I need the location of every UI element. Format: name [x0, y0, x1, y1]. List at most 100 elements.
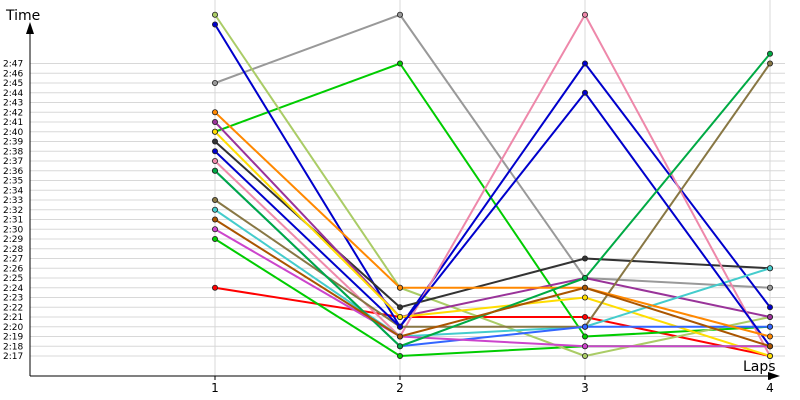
series-line — [214, 218, 771, 348]
data-point — [396, 323, 403, 330]
x-tick-label: 3 — [581, 381, 589, 395]
data-point — [396, 60, 403, 67]
y-tick-label: 2:22 — [3, 303, 23, 313]
series-line — [214, 13, 771, 357]
data-point — [767, 333, 774, 340]
data-point — [396, 284, 403, 291]
y-tick-label: 2:32 — [3, 206, 23, 216]
data-point — [767, 50, 774, 57]
data-point — [211, 206, 218, 213]
series-line — [214, 228, 770, 348]
y-tick-label: 2:28 — [3, 245, 23, 255]
y-tick-label: 2:37 — [3, 157, 23, 167]
x-tick-label: 1 — [211, 381, 219, 395]
y-tick-labels: 2:172:182:192:202:212:222:232:242:252:26… — [3, 60, 23, 363]
series-line — [214, 14, 771, 357]
data-point — [211, 80, 218, 87]
axes — [26, 22, 780, 380]
x-tick-label: 2 — [396, 381, 404, 395]
y-tick-label: 2:18 — [3, 342, 23, 352]
data-point — [396, 304, 403, 311]
data-point — [582, 352, 589, 359]
data-point — [582, 294, 589, 301]
data-point — [582, 89, 589, 96]
series-lines — [211, 11, 774, 359]
y-tick-label: 2:40 — [3, 128, 23, 138]
data-point — [767, 265, 774, 272]
data-point — [211, 138, 218, 145]
data-point — [211, 21, 218, 28]
series-line — [214, 208, 771, 338]
data-point — [582, 60, 589, 67]
y-tick-label: 2:21 — [3, 313, 23, 323]
y-tick-label: 2:42 — [3, 108, 23, 118]
y-tick-label: 2:35 — [3, 177, 23, 187]
series-group — [211, 11, 774, 359]
data-point — [211, 284, 218, 291]
data-point — [767, 284, 774, 291]
y-tick-label: 2:19 — [3, 333, 23, 343]
data-point — [211, 128, 218, 135]
data-point — [211, 196, 218, 203]
y-tick-label: 2:30 — [3, 225, 23, 235]
x-axis-arrow — [768, 372, 780, 380]
series-line — [214, 62, 771, 338]
data-point — [211, 157, 218, 164]
x-tick-labels: 1 2 3 4 — [211, 381, 774, 395]
data-point — [396, 333, 403, 340]
y-tick-label: 2:29 — [3, 235, 23, 245]
data-point — [767, 343, 774, 350]
x-axis-title: Laps — [743, 359, 776, 375]
data-point — [582, 313, 589, 320]
series-line — [214, 91, 771, 347]
data-point — [396, 313, 403, 320]
data-point — [211, 11, 218, 18]
series-line — [214, 62, 771, 328]
series-line — [214, 13, 771, 289]
x-tick-label: 4 — [766, 381, 774, 395]
data-point — [582, 323, 589, 330]
data-point — [582, 255, 589, 262]
y-tick-label: 2:24 — [3, 284, 23, 294]
y-tick-label: 2:46 — [3, 69, 23, 79]
series-line — [214, 111, 771, 338]
grid — [30, 0, 785, 380]
data-point — [582, 333, 589, 340]
y-tick-label: 2:44 — [3, 89, 23, 99]
y-tick-label: 2:33 — [3, 196, 23, 206]
data-point — [396, 352, 403, 359]
y-tick-label: 2:27 — [3, 255, 23, 265]
y-axis-title: Time — [5, 8, 40, 24]
y-tick-label: 2:17 — [3, 352, 23, 362]
y-tick-label: 2:39 — [3, 138, 23, 148]
data-point — [767, 323, 774, 330]
y-tick-label: 2:26 — [3, 264, 23, 274]
y-tick-label: 2:25 — [3, 274, 23, 284]
y-tick-label: 2:45 — [3, 79, 23, 89]
data-point — [211, 235, 218, 242]
y-tick-label: 2:20 — [3, 323, 23, 333]
y-tick-label: 2:34 — [3, 186, 23, 196]
data-point — [396, 343, 403, 350]
data-point — [582, 11, 589, 18]
data-point — [582, 274, 589, 281]
y-tick-label: 2:47 — [3, 60, 23, 70]
y-tick-label: 2:43 — [3, 99, 23, 109]
y-tick-label: 2:36 — [3, 167, 23, 177]
data-point — [767, 60, 774, 67]
data-point — [211, 167, 218, 174]
data-point — [582, 284, 589, 291]
data-point — [211, 226, 218, 233]
data-point — [211, 119, 218, 126]
y-tick-label: 2:31 — [3, 216, 23, 226]
data-point — [767, 352, 774, 359]
y-tick-label: 2:38 — [3, 147, 23, 157]
data-point — [582, 343, 589, 350]
y-axis-arrow — [26, 22, 34, 34]
data-point — [767, 304, 774, 311]
y-tick-label: 2:23 — [3, 294, 23, 304]
data-point — [211, 216, 218, 223]
data-point — [396, 11, 403, 18]
data-point — [211, 148, 218, 155]
